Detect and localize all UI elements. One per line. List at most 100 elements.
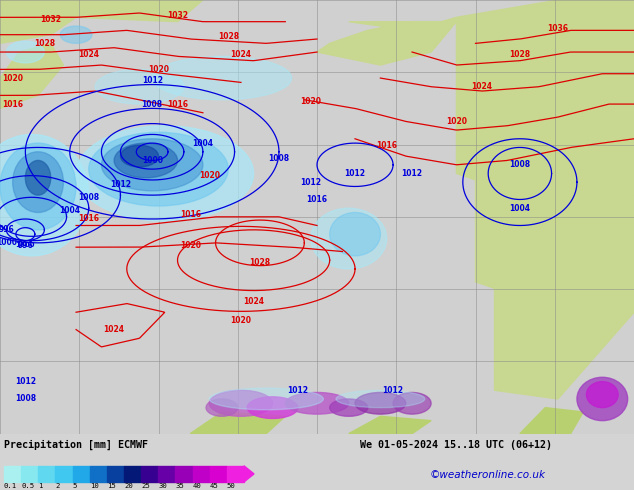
Polygon shape	[0, 44, 63, 108]
Text: 1016: 1016	[376, 141, 398, 150]
Bar	[124, 466, 141, 482]
Polygon shape	[317, 22, 456, 65]
Text: 1008: 1008	[509, 160, 531, 169]
Ellipse shape	[577, 377, 628, 420]
Text: 1008: 1008	[15, 394, 36, 403]
Ellipse shape	[330, 213, 380, 256]
Text: 1024: 1024	[103, 325, 125, 334]
Text: We 01-05-2024 15..18 UTC (06+12): We 01-05-2024 15..18 UTC (06+12)	[360, 440, 552, 450]
Bar	[158, 466, 176, 482]
Bar	[72, 466, 90, 482]
Polygon shape	[76, 0, 203, 22]
Text: 1032: 1032	[167, 11, 188, 20]
Text: 15: 15	[107, 483, 115, 489]
Ellipse shape	[152, 56, 292, 100]
Bar	[90, 466, 107, 482]
Ellipse shape	[586, 382, 618, 408]
Text: 1028: 1028	[217, 32, 239, 41]
Text: 10: 10	[90, 483, 98, 489]
Text: 1036: 1036	[547, 24, 569, 33]
Text: 1020: 1020	[230, 317, 252, 325]
Text: 1020: 1020	[300, 98, 321, 106]
Polygon shape	[0, 0, 114, 44]
Text: 1024: 1024	[230, 49, 252, 59]
Ellipse shape	[311, 208, 387, 269]
Text: 40: 40	[193, 483, 202, 489]
Ellipse shape	[355, 392, 406, 414]
Text: 1024: 1024	[243, 297, 264, 306]
Bar	[4, 466, 21, 482]
Ellipse shape	[206, 399, 238, 416]
Text: 1: 1	[38, 483, 42, 489]
Ellipse shape	[95, 70, 184, 104]
Bar	[210, 466, 227, 482]
Bar	[176, 466, 193, 482]
Text: 1012: 1012	[110, 180, 131, 189]
Ellipse shape	[330, 399, 368, 416]
Ellipse shape	[209, 388, 323, 410]
Text: 25: 25	[141, 483, 150, 489]
Text: 1020: 1020	[2, 74, 23, 82]
Ellipse shape	[114, 143, 178, 178]
Text: 30: 30	[158, 483, 167, 489]
Text: 20: 20	[124, 483, 133, 489]
Text: 0.5: 0.5	[21, 483, 34, 489]
Polygon shape	[520, 408, 583, 434]
Text: Precipitation [mm] ECMWF: Precipitation [mm] ECMWF	[4, 440, 148, 450]
Ellipse shape	[393, 392, 431, 414]
Text: 996: 996	[0, 225, 14, 234]
Bar	[38, 466, 55, 482]
Text: 1012: 1012	[344, 169, 366, 178]
Text: 1004: 1004	[509, 204, 531, 213]
Text: 1028: 1028	[249, 258, 271, 267]
Bar	[141, 466, 158, 482]
Ellipse shape	[120, 145, 158, 167]
Polygon shape	[456, 22, 634, 195]
Bar	[21, 466, 38, 482]
Polygon shape	[244, 466, 254, 482]
Text: 5: 5	[72, 483, 77, 489]
Ellipse shape	[285, 392, 349, 414]
Text: 0.1: 0.1	[4, 483, 17, 489]
Text: 1016: 1016	[2, 99, 23, 109]
Text: 1000: 1000	[0, 238, 17, 247]
Text: 1012: 1012	[300, 178, 321, 187]
Text: 1020: 1020	[148, 65, 169, 74]
Bar	[55, 466, 72, 482]
Ellipse shape	[101, 139, 203, 191]
Text: 1004: 1004	[192, 139, 214, 147]
Text: 1028: 1028	[509, 49, 531, 59]
Text: 1028: 1028	[34, 39, 55, 48]
Ellipse shape	[0, 143, 76, 230]
Ellipse shape	[13, 152, 63, 213]
Text: 1020: 1020	[446, 117, 467, 126]
Text: 1012: 1012	[401, 169, 423, 178]
Text: 1016: 1016	[179, 210, 201, 219]
Text: 1016: 1016	[78, 215, 100, 223]
Text: 1008: 1008	[141, 99, 163, 109]
Ellipse shape	[336, 390, 425, 408]
Ellipse shape	[60, 26, 92, 44]
Text: 2: 2	[55, 483, 60, 489]
Text: 1012: 1012	[287, 386, 309, 395]
Text: 1032: 1032	[40, 15, 61, 24]
Ellipse shape	[247, 397, 298, 418]
Text: ©weatheronline.co.uk: ©weatheronline.co.uk	[430, 470, 546, 480]
Polygon shape	[495, 195, 634, 399]
Ellipse shape	[76, 126, 254, 221]
Ellipse shape	[0, 134, 89, 256]
Text: 1000: 1000	[16, 242, 35, 248]
Ellipse shape	[6, 41, 44, 63]
Text: 1016: 1016	[167, 99, 188, 109]
Text: 1012: 1012	[15, 377, 36, 386]
Polygon shape	[349, 416, 431, 434]
Ellipse shape	[25, 160, 51, 195]
Text: 1004: 1004	[59, 206, 81, 215]
Ellipse shape	[89, 132, 228, 206]
Bar	[227, 466, 244, 482]
Bar	[193, 466, 210, 482]
Text: 1020: 1020	[179, 241, 201, 249]
Text: 50: 50	[227, 483, 236, 489]
Text: 996: 996	[18, 241, 33, 249]
Polygon shape	[349, 0, 634, 30]
